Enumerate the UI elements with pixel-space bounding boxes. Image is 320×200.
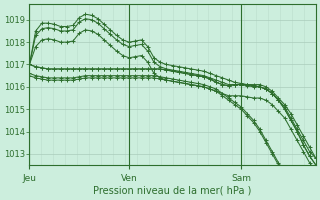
X-axis label: Pression niveau de la mer( hPa ): Pression niveau de la mer( hPa )	[93, 186, 252, 196]
